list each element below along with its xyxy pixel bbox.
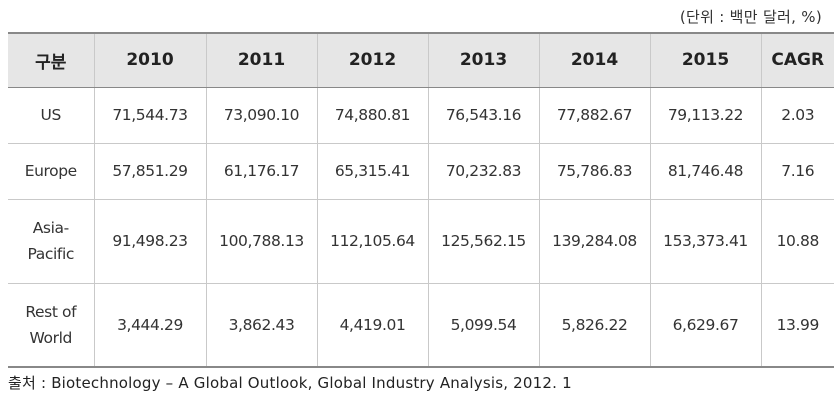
value-cell-2014: 139,284.08: [538, 198, 651, 284]
table-row-rest-of-world: Rest of World 3,444.29 3,862.43 4,419.01…: [8, 282, 834, 368]
value-cell-2012: 65,315.41: [316, 142, 429, 200]
value-cell-2010: 91,498.23: [93, 198, 207, 284]
market-size-table: 구분 2010 2011 2012 2013 2014 2015 CAGR US…: [8, 32, 834, 368]
region-label-line-1: Rest of: [25, 302, 77, 321]
region-label-line-2: World: [29, 328, 73, 347]
region-label: Europe: [24, 162, 78, 180]
value-cell-2013: 76,543.16: [427, 86, 540, 144]
value-cell-2015: 79,113.22: [649, 86, 762, 144]
value-cell-2011: 73,090.10: [205, 86, 318, 144]
value-cell-2011: 100,788.13: [205, 198, 318, 284]
value-cell-2011: 61,176.17: [205, 142, 318, 200]
header-cell-category: 구분: [8, 32, 95, 88]
table-row-us: US 71,544.73 73,090.10 74,880.81 76,543.…: [8, 86, 834, 144]
value-cell-cagr: 7.16: [760, 142, 834, 200]
header-cell-2011: 2011: [205, 32, 318, 88]
value-cell-2013: 70,232.83: [427, 142, 540, 200]
region-label-line-2: Pacific: [27, 245, 75, 263]
value-cell-2010: 57,851.29: [93, 142, 207, 200]
value-cell-2015: 6,629.67: [649, 282, 762, 368]
value-cell-2015: 153,373.41: [649, 198, 762, 284]
header-cell-cagr: CAGR: [760, 32, 834, 88]
region-cell: Europe: [8, 142, 95, 200]
region-cell: Rest of World: [8, 282, 95, 368]
value-cell-2012: 4,419.01: [316, 282, 429, 368]
value-cell-cagr: 13.99: [760, 282, 834, 368]
header-cell-2015: 2015: [649, 32, 762, 88]
value-cell-cagr: 10.88: [760, 198, 834, 284]
header-cell-2012: 2012: [316, 32, 429, 88]
source-note: 출처 : Biotechnology – A Global Outlook, G…: [8, 374, 572, 392]
table-row-asia-pacific: Asia- Pacific 91,498.23 100,788.13 112,1…: [8, 198, 834, 284]
header-cell-2013: 2013: [427, 32, 540, 88]
region-cell: US: [8, 86, 95, 144]
value-cell-2012: 74,880.81: [316, 86, 429, 144]
table-row-europe: Europe 57,851.29 61,176.17 65,315.41 70,…: [8, 142, 834, 200]
value-cell-2011: 3,862.43: [205, 282, 318, 368]
value-cell-2013: 5,099.54: [427, 282, 540, 368]
region-cell: Asia- Pacific: [8, 198, 95, 284]
value-cell-2012: 112,105.64: [316, 198, 429, 284]
value-cell-2013: 125,562.15: [427, 198, 540, 284]
value-cell-2014: 77,882.67: [538, 86, 651, 144]
region-label-line-1: Asia-: [32, 219, 69, 237]
value-cell-2014: 5,826.22: [538, 282, 651, 368]
value-cell-2010: 71,544.73: [93, 86, 207, 144]
header-cell-2010: 2010: [93, 32, 207, 88]
region-label: US: [40, 106, 62, 124]
value-cell-2014: 75,786.83: [538, 142, 651, 200]
value-cell-cagr: 2.03: [760, 86, 834, 144]
header-cell-2014: 2014: [538, 32, 651, 88]
value-cell-2015: 81,746.48: [649, 142, 762, 200]
table-header-row: 구분 2010 2011 2012 2013 2014 2015 CAGR: [8, 32, 834, 88]
unit-note: (단위 : 백만 달러, %): [679, 8, 822, 26]
value-cell-2010: 3,444.29: [93, 282, 207, 368]
